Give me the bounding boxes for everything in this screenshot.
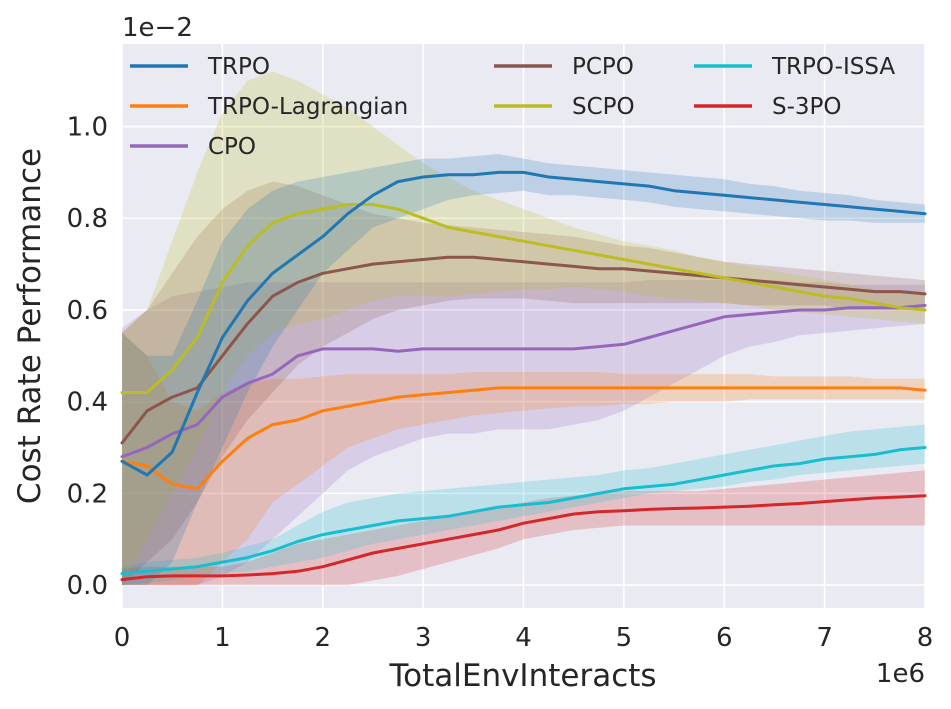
legend: TRPO TRPO-Lagrangian CPO PCPO SCPO TRPO-ISSA S… — [130, 54, 895, 160]
y-tick-labels: 0.0 0.2 0.4 0.6 0.8 1.0 — [67, 113, 108, 602]
band-pcpo — [122, 181, 925, 586]
x-tick-label: 8 — [917, 623, 934, 653]
y-axis-label: Cost Rate Performance — [12, 148, 48, 504]
legend-label: TRPO-ISSA — [771, 54, 895, 80]
y-tick-label: 0.4 — [67, 388, 108, 418]
x-axis-label: TotalEnvInteracts — [388, 658, 656, 694]
line-trpo-issa — [120, 446, 927, 576]
legend-label: S-3PO — [772, 94, 842, 120]
x-tick-label: 7 — [816, 623, 833, 653]
band-cpo — [122, 280, 925, 586]
series-lines — [120, 170, 927, 582]
gridlines — [121, 44, 926, 608]
line-cpo — [120, 303, 927, 459]
line-scpo — [120, 203, 927, 394]
line-s-3po — [120, 494, 927, 582]
line-trpo-lagrangian — [120, 386, 927, 491]
x-tick-label: 0 — [114, 623, 131, 653]
legend-label: CPO — [208, 134, 256, 160]
band-s-3po — [122, 470, 925, 586]
y-tick-label: 1.0 — [67, 113, 108, 143]
x-tick-label: 3 — [415, 623, 432, 653]
y-tick-label: 0.0 — [67, 571, 108, 601]
y-tick-label: 0.8 — [67, 204, 108, 234]
x-offset-label: 1e6 — [876, 659, 925, 689]
x-tick-label: 4 — [515, 623, 532, 653]
band-scpo — [122, 71, 925, 586]
line-pcpo — [120, 255, 927, 445]
legend-label: TRPO — [207, 54, 270, 80]
x-tick-labels: 0 1 2 3 4 5 6 7 8 — [114, 623, 934, 653]
band-trpo — [122, 154, 925, 586]
x-tick-label: 2 — [314, 623, 331, 653]
legend-label: PCPO — [572, 54, 634, 80]
y-tick-label: 0.6 — [67, 296, 108, 326]
band-trpo-lagrangian — [122, 332, 925, 586]
legend-label: SCPO — [572, 94, 635, 120]
y-tick-label: 0.2 — [67, 479, 108, 509]
x-tick-label: 5 — [616, 623, 633, 653]
y-offset-label: 1e−2 — [122, 13, 193, 43]
x-tick-label: 1 — [214, 623, 231, 653]
legend-label: TRPO-Lagrangian — [207, 94, 408, 120]
x-tick-label: 6 — [716, 623, 733, 653]
line-trpo — [120, 170, 927, 477]
